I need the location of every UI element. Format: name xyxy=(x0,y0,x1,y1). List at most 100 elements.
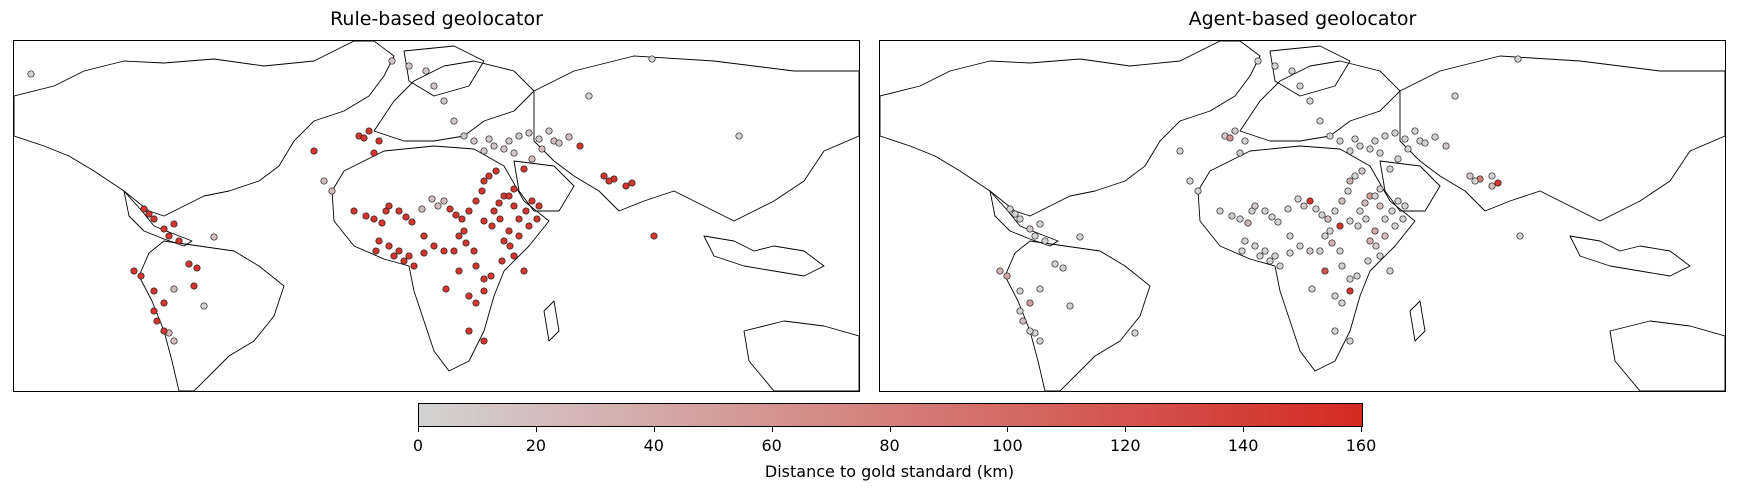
location-marker-rule-based xyxy=(505,227,513,235)
location-marker-agent-based xyxy=(1294,195,1302,203)
landmass-outline xyxy=(1004,240,1151,391)
location-marker-rule-based xyxy=(462,239,470,247)
location-marker-rule-based xyxy=(522,207,530,215)
location-marker-agent-based xyxy=(1394,155,1402,163)
location-marker-agent-based xyxy=(1276,262,1284,270)
location-marker-rule-based xyxy=(510,185,518,193)
location-marker-rule-based xyxy=(153,317,161,325)
location-marker-agent-based xyxy=(1399,215,1407,223)
location-marker-agent-based xyxy=(1326,132,1334,140)
location-marker-agent-based xyxy=(1318,211,1326,219)
location-marker-agent-based xyxy=(1306,197,1314,205)
location-marker-agent-based xyxy=(1338,262,1346,270)
colorbar-tick-mark xyxy=(1361,426,1362,432)
location-marker-rule-based xyxy=(440,97,448,105)
location-marker-rule-based xyxy=(506,242,514,250)
location-marker-agent-based xyxy=(1386,165,1394,173)
colorbar-tick-mark xyxy=(418,426,419,432)
location-marker-rule-based xyxy=(515,215,523,223)
location-marker-rule-based xyxy=(472,299,480,307)
location-marker-rule-based xyxy=(515,232,523,240)
location-marker-agent-based xyxy=(1442,142,1450,150)
location-marker-agent-based xyxy=(1016,287,1024,295)
location-marker-agent-based xyxy=(1216,207,1224,215)
location-marker-agent-based xyxy=(1514,55,1522,63)
location-marker-agent-based xyxy=(1026,299,1034,307)
location-marker-agent-based xyxy=(1381,232,1389,240)
location-marker-rule-based xyxy=(510,149,518,157)
location-marker-rule-based xyxy=(648,55,656,63)
location-marker-rule-based xyxy=(175,237,183,245)
location-marker-rule-based xyxy=(150,287,158,295)
location-marker-rule-based xyxy=(390,252,398,260)
location-marker-rule-based xyxy=(505,137,513,145)
location-marker-agent-based xyxy=(1376,149,1384,157)
colorbar-label: Distance to gold standard (km) xyxy=(764,462,1015,481)
location-marker-agent-based xyxy=(1236,149,1244,157)
landmass-outline xyxy=(123,190,193,247)
location-marker-rule-based xyxy=(470,137,478,145)
location-marker-agent-based xyxy=(1312,205,1320,213)
location-marker-rule-based xyxy=(492,167,500,175)
location-marker-rule-based xyxy=(378,219,386,227)
location-marker-rule-based xyxy=(480,275,488,283)
location-marker-rule-based xyxy=(535,135,543,143)
location-marker-rule-based xyxy=(350,207,358,215)
location-marker-agent-based xyxy=(1401,202,1409,210)
location-marker-agent-based xyxy=(1036,285,1044,293)
location-marker-agent-based xyxy=(1241,137,1249,145)
location-marker-agent-based xyxy=(1353,272,1361,280)
location-marker-rule-based xyxy=(360,134,368,142)
location-marker-rule-based xyxy=(428,195,436,203)
location-marker-rule-based xyxy=(200,302,208,310)
location-marker-rule-based xyxy=(328,187,336,195)
location-marker-agent-based xyxy=(1300,202,1308,210)
location-marker-agent-based xyxy=(1031,232,1039,240)
location-marker-agent-based xyxy=(1336,222,1344,230)
colorbar-tick-mark xyxy=(889,426,891,432)
location-marker-rule-based xyxy=(400,257,408,265)
location-marker-rule-based xyxy=(488,222,496,230)
colorbar-tick-label: 0 xyxy=(412,436,424,455)
location-marker-agent-based xyxy=(1254,57,1262,65)
location-marker-agent-based xyxy=(1376,252,1384,260)
landmass-outline xyxy=(331,145,550,372)
map-panel-rule-based xyxy=(13,40,860,392)
location-marker-agent-based xyxy=(1494,179,1502,187)
location-marker-agent-based xyxy=(1376,202,1384,210)
location-marker-agent-based xyxy=(1344,187,1352,195)
location-marker-agent-based xyxy=(1271,252,1279,260)
location-marker-agent-based xyxy=(1268,213,1276,221)
location-marker-agent-based xyxy=(1261,247,1269,255)
location-marker-rule-based xyxy=(420,232,428,240)
colorbar-tick-label: 160 xyxy=(1345,436,1377,455)
location-marker-agent-based xyxy=(1346,275,1354,283)
location-marker-rule-based xyxy=(460,132,468,140)
landmass-outline xyxy=(703,235,825,277)
location-marker-rule-based xyxy=(27,70,35,78)
location-marker-agent-based xyxy=(1328,239,1336,247)
colorbar-tick-label: 40 xyxy=(643,436,664,455)
landmass-outline xyxy=(1409,300,1426,342)
location-marker-rule-based xyxy=(385,202,393,210)
location-marker-agent-based xyxy=(1411,127,1419,135)
location-marker-agent-based xyxy=(1251,202,1259,210)
location-marker-agent-based xyxy=(1238,247,1246,255)
location-marker-rule-based xyxy=(490,207,498,215)
location-marker-agent-based xyxy=(1284,205,1292,213)
location-marker-rule-based xyxy=(165,232,173,240)
location-marker-agent-based xyxy=(1076,233,1084,241)
location-marker-agent-based xyxy=(1366,237,1374,245)
location-marker-agent-based xyxy=(1516,232,1524,240)
location-marker-rule-based xyxy=(375,137,383,145)
location-marker-agent-based xyxy=(1421,139,1429,147)
location-marker-agent-based xyxy=(1364,257,1372,265)
landmass-outline xyxy=(1609,320,1725,391)
location-marker-agent-based xyxy=(1316,117,1324,125)
location-marker-agent-based xyxy=(1326,227,1334,235)
location-marker-agent-based xyxy=(1296,82,1304,90)
location-marker-agent-based xyxy=(1011,210,1019,218)
landmass-outline xyxy=(1197,145,1416,372)
country-outlines xyxy=(14,41,859,391)
location-marker-rule-based xyxy=(193,264,201,272)
